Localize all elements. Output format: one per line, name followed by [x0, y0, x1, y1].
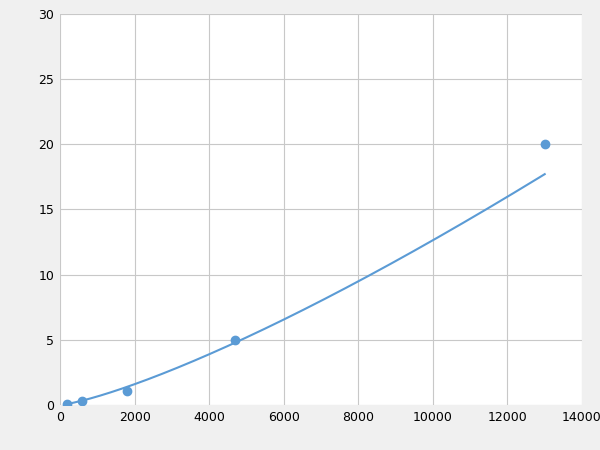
- Point: [230, 336, 240, 343]
- Point: [122, 387, 132, 394]
- Point: [540, 140, 550, 148]
- Point: [77, 397, 87, 405]
- Point: [62, 400, 72, 407]
